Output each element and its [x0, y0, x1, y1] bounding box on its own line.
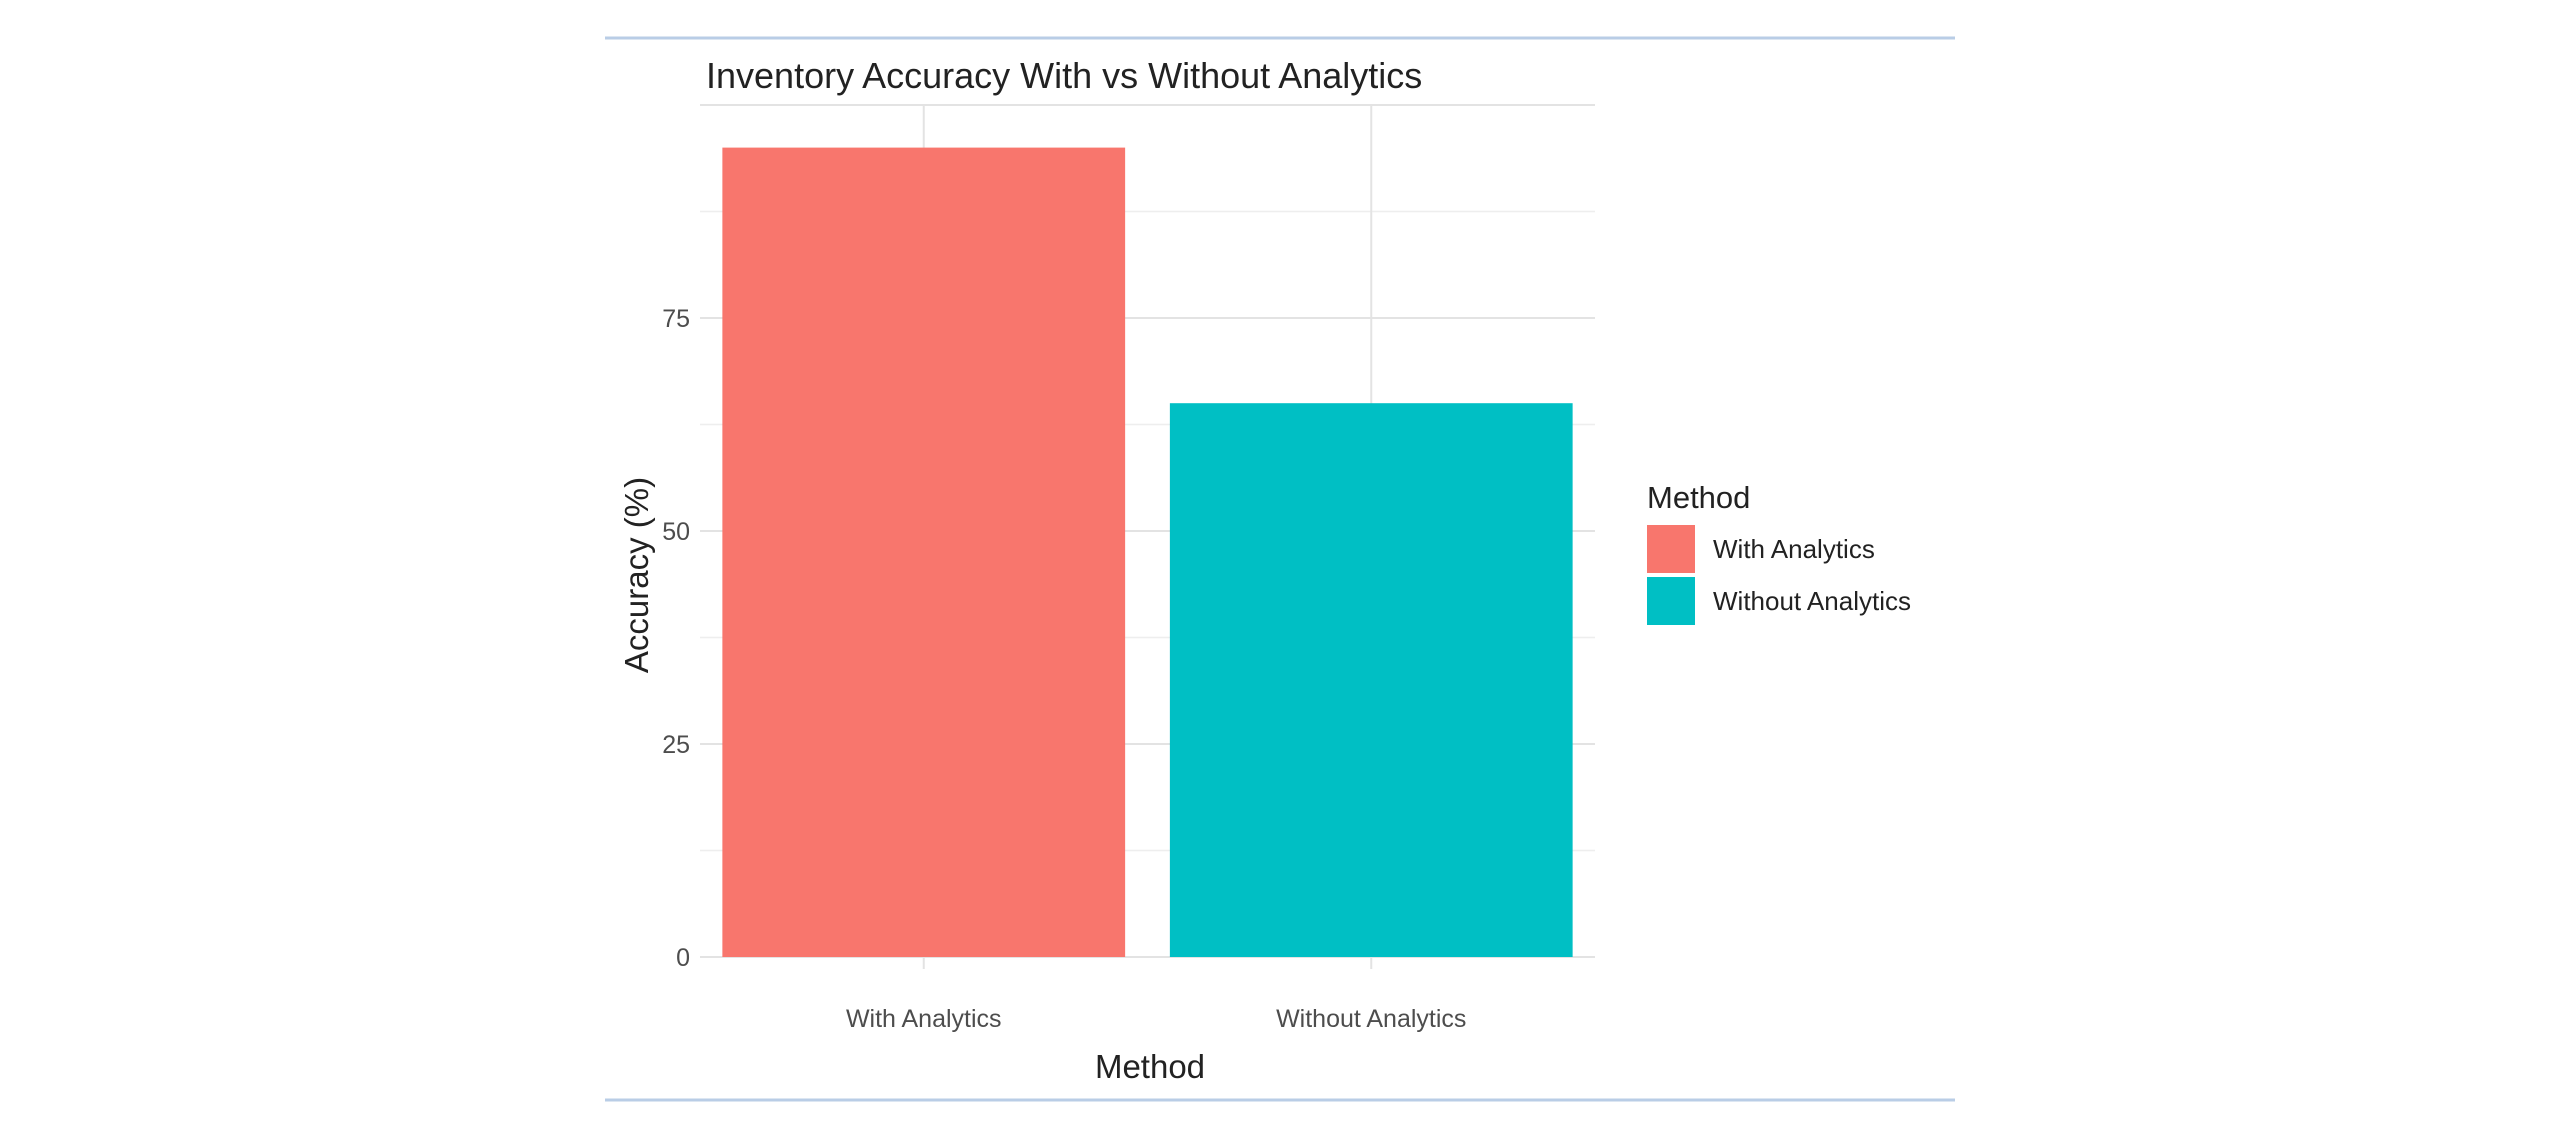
- legend: Method With Analytics Without Analytics: [1647, 480, 1911, 625]
- legend-label: With Analytics: [1713, 534, 1875, 564]
- x-tick-label: With Analytics: [846, 1005, 1002, 1033]
- legend-key: [1647, 525, 1695, 573]
- y-axis-title: Accuracy (%): [618, 477, 655, 673]
- y-tick-label: 0: [676, 944, 690, 972]
- plot-area: 0 25 50 75 With Analytics Without Analytics: [662, 104, 1595, 1033]
- y-tick-labels: 0 25 50 75: [662, 305, 690, 972]
- legend-title: Method: [1647, 480, 1750, 515]
- y-tick-label: 50: [662, 518, 690, 546]
- bars: [722, 147, 1573, 958]
- chart-title: Inventory Accuracy With vs Without Analy…: [706, 55, 1422, 96]
- x-tick-label: Without Analytics: [1276, 1005, 1466, 1033]
- x-axis-title: Method: [1095, 1048, 1205, 1085]
- y-tick-label: 25: [662, 731, 690, 759]
- legend-key: [1647, 577, 1695, 625]
- y-tick-label: 75: [662, 305, 690, 333]
- legend-label: Without Analytics: [1713, 586, 1911, 616]
- bar-without-analytics: [1169, 403, 1573, 957]
- bar-with-analytics: [722, 147, 1126, 958]
- x-tick-labels: With Analytics Without Analytics: [846, 1005, 1466, 1033]
- legend-items: With Analytics Without Analytics: [1647, 525, 1911, 625]
